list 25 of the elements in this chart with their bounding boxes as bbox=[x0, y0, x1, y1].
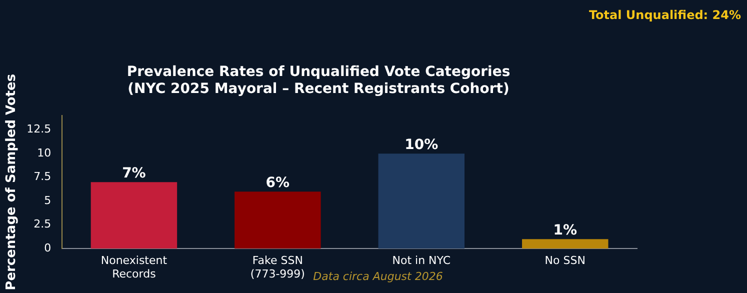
bar bbox=[234, 192, 321, 249]
y-tick-label: 7.5 bbox=[34, 170, 52, 184]
bar bbox=[90, 182, 178, 249]
y-tick-label: 12.5 bbox=[26, 122, 52, 136]
text: Data circa August 2026 bbox=[313, 270, 443, 283]
y-tick-label: 10 bbox=[37, 146, 52, 160]
y-tick-label: 0 bbox=[44, 241, 52, 254]
text: (NYC 2025 Mayoral – Recent Registrants Cohort) bbox=[128, 80, 510, 97]
category-label: Nonexistent bbox=[100, 254, 168, 268]
data-label: 7% bbox=[122, 166, 146, 182]
data-label: 6% bbox=[266, 175, 290, 192]
bar bbox=[378, 154, 465, 249]
y-tick-label: 2.5 bbox=[34, 218, 52, 231]
category-label: Records bbox=[112, 267, 156, 280]
text: Total Unqualified: 24% bbox=[588, 8, 741, 22]
x-tick-label: Not in NYC bbox=[392, 254, 451, 268]
category-label: (773-999) bbox=[250, 267, 305, 280]
bar bbox=[522, 239, 608, 249]
y-tick-label: 5 bbox=[44, 194, 52, 207]
y-axis-title: Percentage of Sampled Votes bbox=[4, 74, 20, 290]
data-label: 10% bbox=[404, 137, 438, 154]
data-label: 1% bbox=[553, 222, 578, 239]
category-label: Fake SSN bbox=[252, 254, 303, 268]
text: Prevalence Rates of Unqualified Vote Categories bbox=[126, 64, 510, 80]
x-tick-label: No SSN bbox=[544, 254, 586, 268]
